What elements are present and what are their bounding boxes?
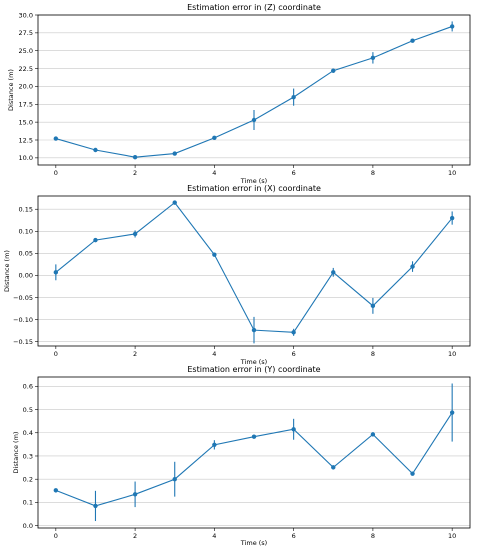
y-tick-label: 10.0 — [19, 154, 33, 162]
y-axis-label: Distance (m) — [3, 250, 11, 292]
data-point — [93, 237, 98, 243]
y-tick-label: 12.5 — [19, 136, 33, 144]
data-point — [53, 136, 59, 141]
data-point — [370, 432, 376, 437]
data-point — [291, 330, 296, 335]
x-tick-label: 0 — [54, 532, 58, 540]
x-tick-label: 8 — [371, 350, 375, 358]
y-tick-label: 25.0 — [19, 47, 33, 55]
data-point — [370, 303, 376, 309]
x-axis-label: Time (s) — [240, 358, 267, 366]
plot-frame — [37, 195, 471, 347]
x-tick-label: 6 — [292, 350, 296, 358]
chart-panel-2: 0.0 0.1 0.2 0.3 0.4 0.5 0.6 0 2 4 6 8 10 Estimation e… — [12, 365, 471, 547]
data-point — [331, 270, 336, 275]
series-line — [55, 412, 453, 507]
y-tick-label: 30.0 — [19, 11, 33, 19]
x-tick-label: 4 — [212, 532, 216, 540]
data-point — [53, 270, 59, 275]
data-point — [449, 410, 455, 415]
y-tick-label: 0.10 — [19, 228, 33, 236]
y-tick-label: 0.3 — [23, 452, 33, 460]
series-line — [55, 201, 453, 333]
y-axis-label: Distance (m) — [7, 69, 15, 111]
data-point — [331, 68, 336, 73]
y-tick-label: 0.1 — [23, 499, 33, 507]
x-tick-label: 8 — [371, 532, 375, 540]
data-point — [410, 471, 415, 476]
x-tick-label: 4 — [212, 169, 216, 177]
data-point — [410, 38, 415, 43]
y-tick-label: 0.00 — [19, 272, 33, 280]
y-tick-label: 0.4 — [23, 429, 33, 437]
chart-panel-1: −0.15 −0.10 −0.05 0.00 0.05 0.10 0.15 0 2 4 6 8 10 Es… — [3, 184, 471, 366]
y-tick-label: −0.15 — [13, 338, 33, 346]
data-point — [212, 442, 217, 448]
y-axis-label: Distance (m) — [12, 432, 20, 474]
chart-panel-0: 10.0 12.5 15.0 17.5 20.0 22.5 25.0 27.5 30.0 0 2 4 6… — [7, 3, 471, 185]
y-tick-label: 22.5 — [19, 65, 33, 73]
data-point — [212, 135, 217, 141]
data-point — [251, 117, 257, 123]
x-tick-label: 2 — [133, 350, 137, 358]
data-point — [331, 465, 336, 470]
x-tick-label: 6 — [292, 169, 296, 177]
y-tick-label: 0.05 — [19, 250, 33, 258]
data-point — [291, 427, 296, 432]
data-point — [251, 327, 257, 333]
x-tick-label: 10 — [448, 532, 456, 540]
data-point — [93, 147, 98, 153]
data-point — [132, 154, 138, 160]
data-point — [410, 264, 415, 269]
y-tick-label: −0.05 — [13, 294, 33, 302]
y-tick-label: 17.5 — [19, 101, 33, 109]
y-tick-label: 0.15 — [19, 206, 33, 214]
data-point — [132, 492, 138, 497]
data-point — [370, 55, 376, 61]
x-tick-label: 8 — [371, 169, 375, 177]
x-tick-label: 2 — [133, 169, 137, 177]
data-point — [132, 231, 138, 237]
chart-title: Estimation error in (Z) coordinate — [187, 3, 321, 12]
data-point — [291, 94, 296, 100]
chart-title: Estimation error in (Y) coordinate — [187, 365, 320, 374]
y-tick-label: 0.2 — [23, 476, 33, 484]
plot-frame — [37, 376, 471, 529]
data-point — [172, 477, 177, 482]
x-tick-label: 0 — [54, 350, 58, 358]
y-tick-label: 20.0 — [19, 83, 33, 91]
x-axis-label: Time (s) — [240, 177, 267, 185]
y-tick-label: 0.0 — [23, 522, 33, 530]
data-point — [251, 434, 257, 439]
series-line — [55, 25, 453, 158]
x-tick-label: 10 — [448, 169, 456, 177]
data-point — [449, 24, 455, 29]
y-tick-label: 15.0 — [19, 118, 33, 126]
chart-title: Estimation error in (X) coordinate — [187, 184, 321, 193]
data-point — [93, 503, 98, 509]
data-point — [53, 488, 59, 493]
y-tick-label: 27.5 — [19, 29, 33, 37]
y-tick-label: 0.6 — [23, 383, 33, 391]
x-tick-label: 10 — [448, 350, 456, 358]
x-tick-label: 4 — [212, 350, 216, 358]
data-point — [172, 200, 177, 205]
data-point — [212, 252, 217, 257]
x-tick-label: 2 — [133, 532, 137, 540]
data-point — [449, 215, 455, 221]
data-point — [172, 151, 177, 156]
x-axis-label: Time (s) — [240, 539, 267, 547]
plot-frame — [37, 14, 471, 166]
x-tick-label: 0 — [54, 169, 58, 177]
y-tick-label: −0.10 — [13, 316, 33, 324]
x-tick-label: 6 — [292, 532, 296, 540]
y-tick-label: 0.5 — [23, 406, 33, 414]
